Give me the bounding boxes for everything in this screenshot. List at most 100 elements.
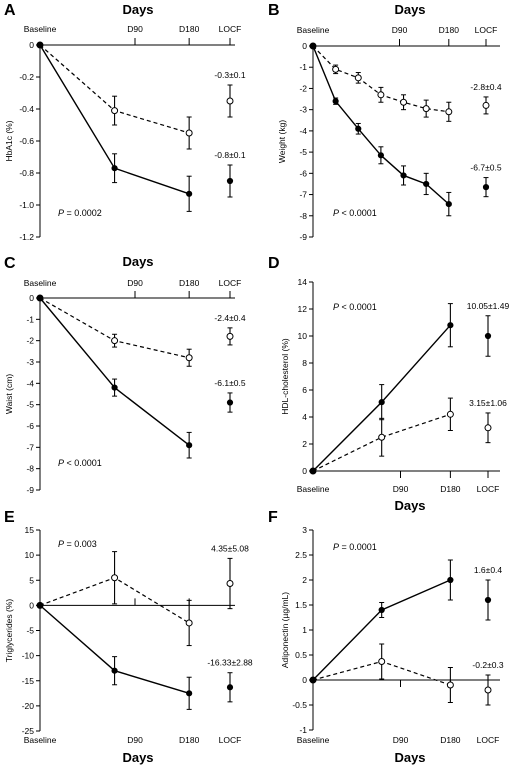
panel-letter: F [268, 509, 278, 526]
data-point-open [377, 91, 385, 99]
y-tick-label: -25 [22, 726, 35, 736]
y-tick-label: -6 [26, 421, 34, 431]
x-axis-title: Days [122, 750, 153, 765]
y-tick-label: -0.5 [292, 700, 307, 710]
data-point-open [378, 658, 386, 665]
y-tick-label: 0 [302, 466, 307, 476]
data-point-filled [377, 152, 385, 159]
y-axis-title: Waist (cm) [4, 374, 14, 414]
y-tick-label: -5 [26, 626, 34, 636]
y-tick-label: -1 [299, 62, 307, 72]
data-point-filled [447, 322, 454, 329]
y-tick-label: 14 [298, 277, 308, 287]
locf-value-label: 10.05±1.49 [467, 301, 510, 311]
x-tick-label: D180 [179, 735, 200, 745]
y-tick-label: 0 [302, 41, 307, 51]
data-point-filled [332, 98, 339, 105]
y-tick-label: -9 [299, 232, 307, 242]
y-tick-label: -5 [299, 147, 307, 157]
data-point-filled [111, 384, 118, 391]
locf-point-open [226, 97, 234, 105]
p-symbol: P [333, 542, 339, 552]
chart-panel-c: C Days 0 -1 -2 -3 -4 -5 -6 -7 -8 -9 Waist (cm) Baseli… [4, 254, 246, 495]
x-axis-title: Days [122, 2, 153, 17]
locf-value-label: -0.3±0.1 [214, 70, 245, 80]
locf-point-filled [484, 596, 492, 604]
data-point-filled [445, 201, 452, 208]
locf-value-label: -16.33±2.88 [207, 658, 253, 668]
locf-value-label: -6.7±0.5 [470, 163, 501, 173]
y-tick-label: -6 [299, 168, 307, 178]
p-symbol: P [58, 458, 64, 468]
locf-point-filled [226, 684, 234, 691]
y-tick-label: -1 [26, 314, 34, 324]
data-point-filled [186, 690, 193, 697]
data-point-filled [355, 125, 362, 132]
chart-panel-b: B Days 0 -1 -2 -3 -4 -5 -6 -7 -8 -9 Weight (kg) Basel… [268, 2, 502, 242]
chart-panel-a: A Days 0 -0.2 -0.4 -0.6 -0.8 -1.0 -1.2 HbA1c (%) B… [4, 2, 246, 242]
locf-point-open [484, 424, 492, 432]
x-tick-label: Baseline [24, 24, 57, 34]
y-tick-label: 15 [25, 525, 35, 535]
y-axis-title: Adiponectin (µg/mL) [280, 592, 290, 668]
data-point-filled [309, 42, 317, 50]
y-tick-label: 4 [302, 412, 307, 422]
y-tick-label: 6 [302, 385, 307, 395]
y-axis-title: Triglycerides (%) [4, 599, 14, 663]
data-point-open [332, 65, 340, 73]
panel-letter: E [4, 509, 15, 526]
x-tick-label: D90 [393, 484, 409, 494]
panel-letter: A [4, 2, 16, 19]
x-axis-title: Days [394, 2, 425, 17]
y-tick-label: 10 [25, 550, 35, 560]
p-symbol: P [58, 539, 64, 549]
data-point-filled [309, 676, 317, 684]
y-tick-label: -0.6 [19, 136, 34, 146]
locf-point-open [226, 332, 234, 340]
x-tick-label: D180 [179, 278, 200, 288]
y-tick-label: -2 [26, 336, 34, 346]
x-tick-label: D90 [127, 278, 143, 288]
y-tick-label: 5 [29, 575, 34, 585]
locf-value-label: 1.6±0.4 [474, 565, 503, 575]
data-point-open [354, 74, 362, 82]
y-tick-label: -1.0 [19, 200, 34, 210]
x-tick-label: D90 [127, 735, 143, 745]
data-point-open [111, 574, 119, 582]
p-value: P = 0.0001 [333, 542, 377, 552]
y-tick-label: -2 [299, 83, 307, 93]
data-point-filled [186, 190, 193, 197]
y-tick-label: -8 [26, 464, 34, 474]
locf-value-label: 4.35±5.08 [211, 543, 249, 553]
data-point-open [185, 619, 193, 627]
x-tick-label: Baseline [297, 484, 330, 494]
x-axis-title: Days [394, 750, 425, 765]
p-value: P < 0.0001 [333, 208, 377, 218]
x-tick-label: D90 [393, 735, 409, 745]
y-tick-label: -0.4 [19, 104, 34, 114]
y-axis-title: HbA1c (%) [4, 120, 14, 161]
locf-point-filled [484, 332, 492, 340]
data-point-filled [400, 172, 407, 179]
x-tick-label: D180 [179, 24, 200, 34]
y-tick-label: -3 [26, 357, 34, 367]
y-tick-label: 8 [302, 358, 307, 368]
panel-letter: D [268, 255, 280, 272]
x-tick-label: D90 [127, 24, 143, 34]
y-tick-label: 1.5 [295, 600, 307, 610]
locf-value-label: -0.2±0.3 [472, 660, 503, 670]
p-symbol: P [58, 208, 64, 218]
y-tick-label: 0 [302, 675, 307, 685]
locf-value-label: 3.15±1.06 [469, 398, 507, 408]
y-tick-label: -20 [22, 701, 35, 711]
y-tick-label: 0 [29, 293, 34, 303]
x-axis-title: Days [394, 498, 425, 513]
data-point-filled [447, 576, 454, 584]
x-tick-label: LOCF [477, 735, 500, 745]
data-point-open [446, 410, 454, 418]
data-point-open [111, 107, 119, 115]
data-point-filled [111, 165, 118, 172]
data-point-filled [378, 399, 385, 406]
y-tick-label: -4 [26, 378, 34, 388]
